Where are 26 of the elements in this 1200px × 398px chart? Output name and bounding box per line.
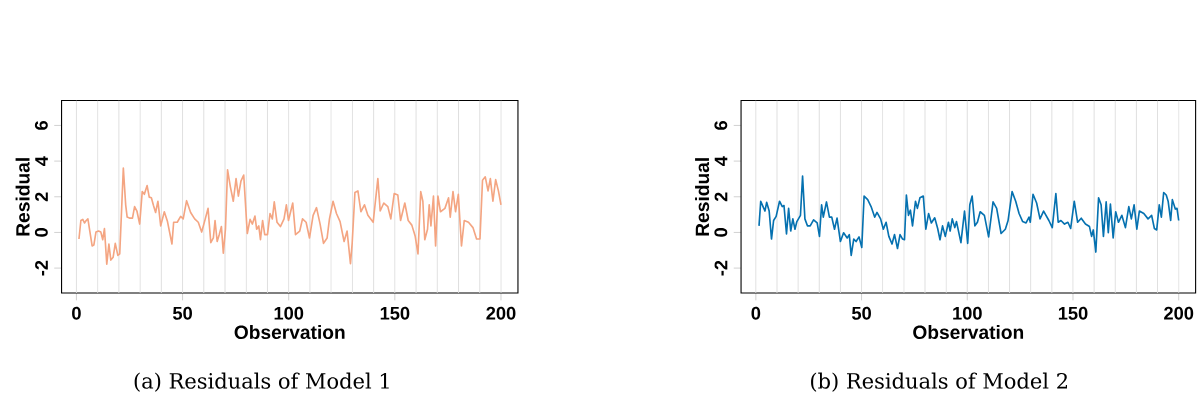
y-tick-label: 4 xyxy=(35,156,48,166)
x-tick-label: 200 xyxy=(1164,306,1194,320)
x-tick-label: 0 xyxy=(751,306,761,320)
x-tick-label: 50 xyxy=(851,306,871,320)
y-tick-label: 6 xyxy=(34,121,48,130)
y-axis-title: Residual xyxy=(15,158,30,236)
x-axis-title: Observation xyxy=(913,325,1024,340)
x-tick-label: 100 xyxy=(274,306,304,320)
y-tick-label: 0 xyxy=(34,228,48,237)
y-axis-title: Residual xyxy=(695,158,710,236)
x-tick-label: 150 xyxy=(1058,306,1088,320)
x-tick-label: 150 xyxy=(380,306,410,320)
text: (b) Residuals of Model 2 xyxy=(811,372,1067,392)
x-tick-label: 50 xyxy=(172,306,192,320)
y-tick-label: 2 xyxy=(714,192,728,202)
x-axis-title: Observation xyxy=(234,325,345,340)
x-tick-label: 200 xyxy=(486,306,516,320)
y-tick-label: -2 xyxy=(714,260,728,276)
x-tick-label: 0 xyxy=(72,306,81,320)
y-tick-label: 6 xyxy=(714,121,728,130)
y-tick-label: 4 xyxy=(714,156,728,166)
y-tick-label: -2 xyxy=(35,260,48,276)
y-tick-label: 2 xyxy=(35,192,48,202)
x-tick-label: 100 xyxy=(953,306,982,320)
y-tick-label: 0 xyxy=(714,228,728,237)
text: (a) Residuals of Model 1 xyxy=(134,372,389,392)
